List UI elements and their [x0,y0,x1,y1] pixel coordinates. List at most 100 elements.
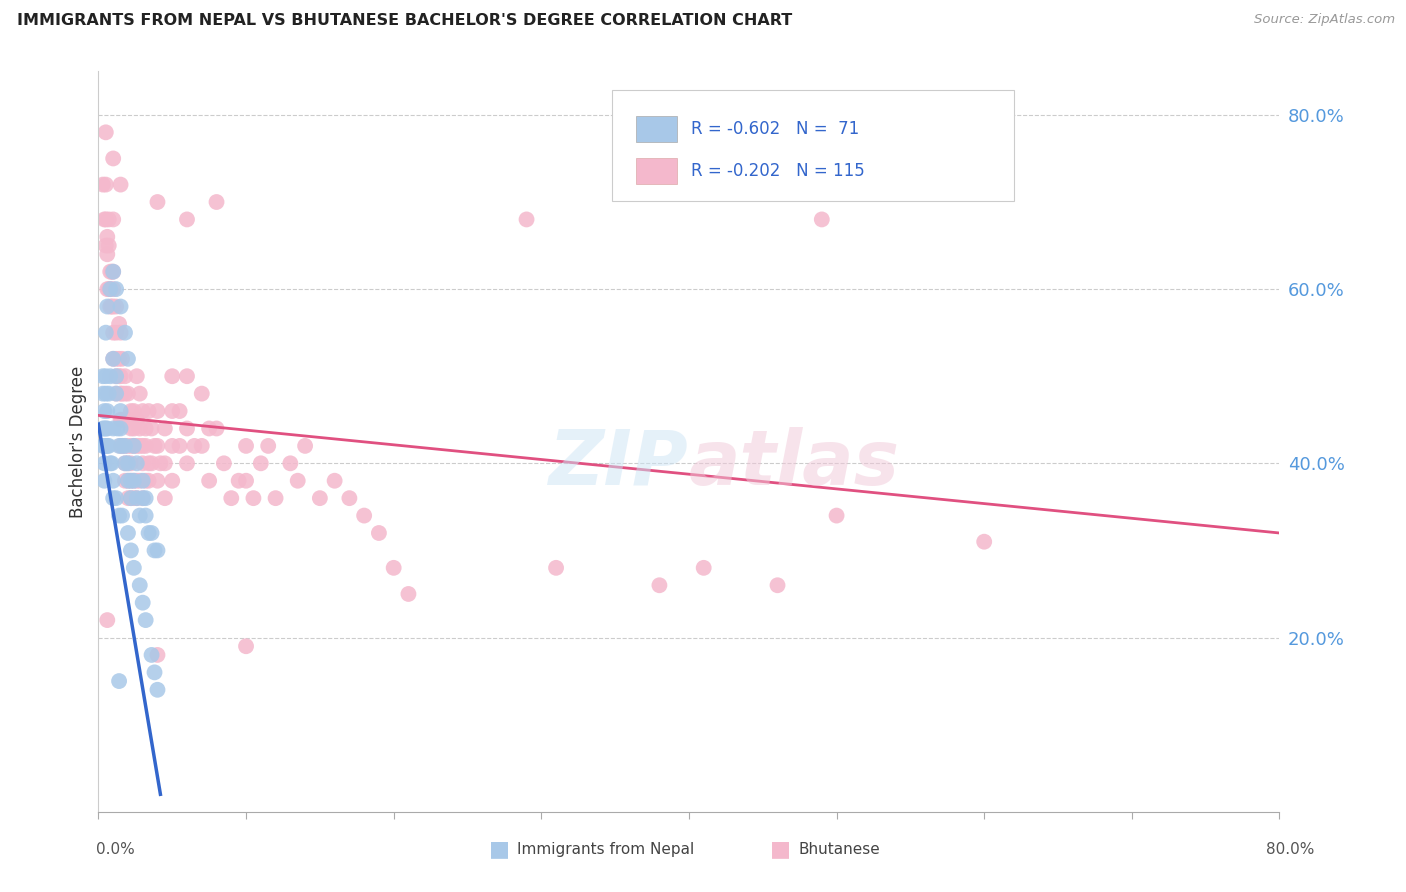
Point [110,326,132,340]
Point [122,474,145,488]
Point [353,508,375,523]
Point [117,491,139,505]
Point [143,439,166,453]
Point [278,456,302,470]
Point [146,439,169,453]
Point [93,474,115,488]
Point [110,404,132,418]
Point [135,421,157,435]
Point [205,421,228,435]
Point [94,369,117,384]
Point [191,386,214,401]
Point [94,386,117,401]
Point [339,491,360,505]
Point [176,456,198,470]
Point [93,212,115,227]
Point [264,491,287,505]
Point [135,474,157,488]
Point [103,421,125,435]
Point [110,439,132,453]
Point [114,439,136,453]
Text: Immigrants from Nepal: Immigrants from Nepal [517,842,695,856]
Point [94,439,117,453]
Point [94,238,117,252]
Point [146,682,169,697]
Point [117,439,139,453]
Point [120,491,142,505]
Point [153,456,176,470]
FancyBboxPatch shape [612,90,1014,201]
Point [198,474,221,488]
Point [287,474,309,488]
Point [132,596,155,610]
Point [96,404,118,418]
Point [141,526,163,541]
Point [111,351,134,366]
Point [96,421,118,435]
Point [309,491,332,505]
Point [117,351,139,366]
Point [810,212,832,227]
Point [198,421,221,435]
Point [108,439,131,453]
Point [103,212,125,227]
Text: ZIP: ZIP [550,426,689,500]
Point [323,474,346,488]
Point [138,474,160,488]
Point [176,369,198,384]
Point [111,508,134,523]
Text: Bhutanese: Bhutanese [799,842,880,856]
Point [125,474,148,488]
Point [766,578,789,592]
Point [96,300,118,314]
Point [191,439,214,453]
Point [110,421,132,435]
Point [235,639,257,653]
Point [105,386,128,401]
Point [294,439,316,453]
Point [120,491,142,505]
Point [103,265,125,279]
Point [91,386,114,401]
Point [110,386,132,401]
Point [128,508,150,523]
Point [100,300,122,314]
Point [100,456,122,470]
Point [91,421,114,435]
Point [103,152,125,166]
Text: ■: ■ [770,839,790,859]
Point [141,456,163,470]
Text: Source: ZipAtlas.com: Source: ZipAtlas.com [1254,13,1395,27]
Point [128,421,150,435]
Point [117,386,139,401]
Point [97,212,120,227]
Point [114,386,136,401]
Point [96,439,118,453]
Point [146,543,169,558]
Point [125,491,148,505]
Point [382,561,405,575]
Point [122,439,145,453]
Point [114,474,136,488]
Point [135,439,157,453]
Point [108,351,131,366]
Point [120,474,142,488]
Point [135,613,157,627]
Point [135,491,157,505]
Point [183,439,205,453]
Point [128,386,150,401]
Point [98,282,121,296]
Point [94,421,117,435]
Bar [636,116,678,142]
Point [105,351,128,366]
Point [146,648,169,662]
Point [117,456,139,470]
Point [117,474,139,488]
Point [648,578,671,592]
Point [169,439,191,453]
Point [105,300,128,314]
Text: ■: ■ [489,839,509,859]
Point [108,674,131,689]
Point [515,212,537,227]
Point [212,456,235,470]
